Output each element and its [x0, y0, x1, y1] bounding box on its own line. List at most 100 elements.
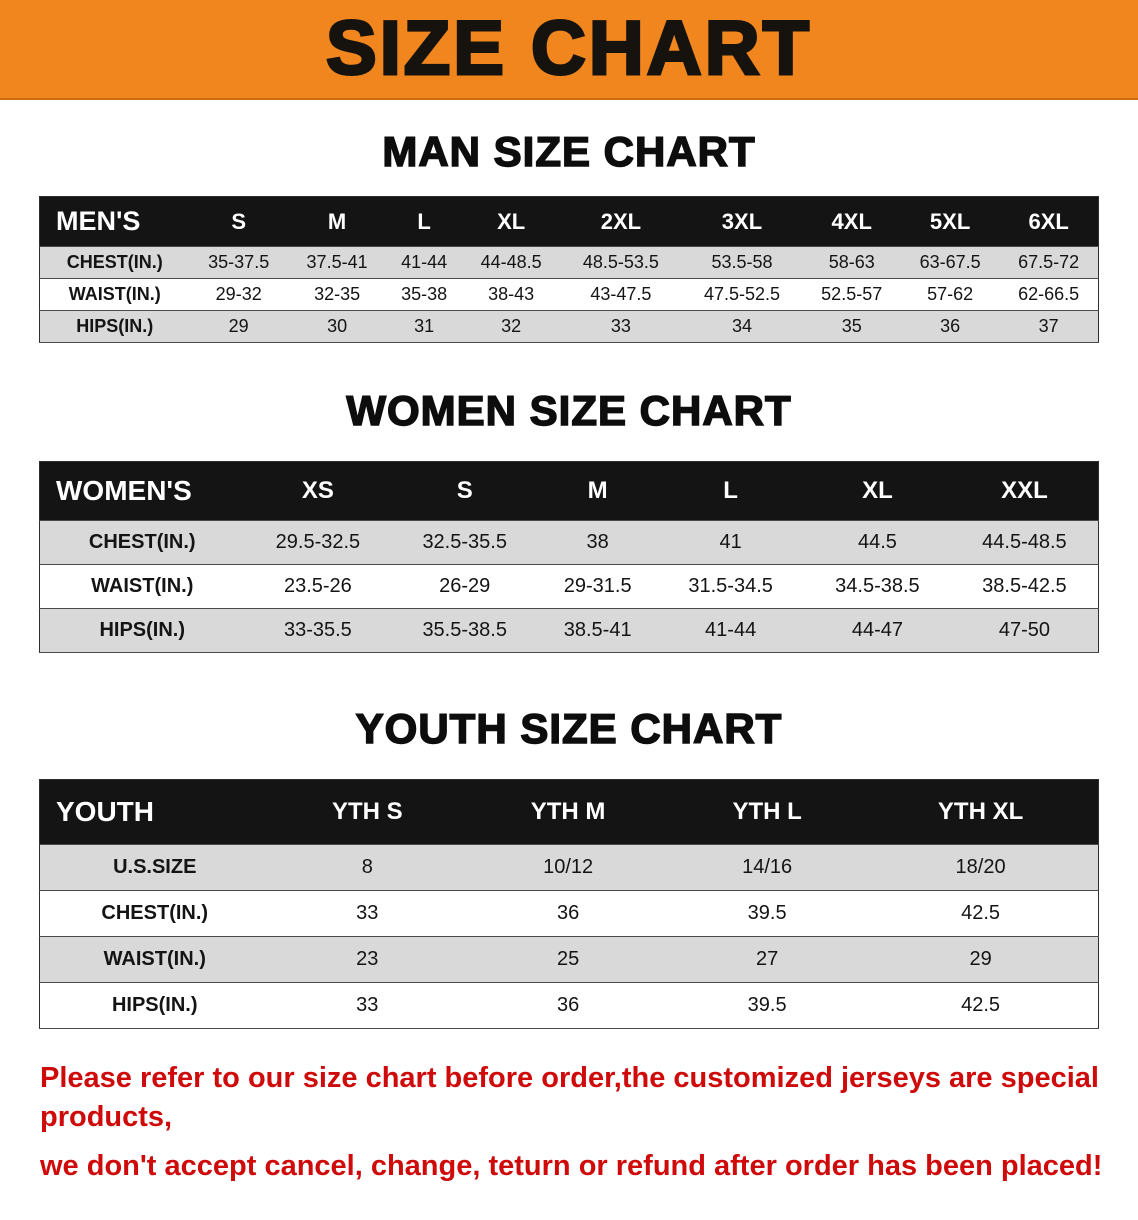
value-cell: 38.5-42.5	[982, 575, 1067, 597]
value-cell: 47.5-52.5	[703, 284, 780, 304]
column-header-cell: S	[456, 477, 473, 504]
value-cell: 52.5-57	[821, 284, 883, 304]
table-header-row: WOMEN'S XS S M L XL XXL	[39, 461, 1099, 521]
value-cell: 35-38	[401, 284, 448, 304]
value-cell: 41	[719, 531, 742, 553]
column-header-cell: 6XL	[1028, 208, 1069, 234]
column-header-cell: 2XL	[600, 208, 642, 234]
table-row: WAIST(IN.) 23 25 27 29	[39, 936, 1099, 983]
value-cell: 53.5-58	[711, 252, 773, 272]
value-cell: 31	[414, 316, 435, 336]
value-cell: 29	[228, 316, 249, 336]
column-header-cell: M	[587, 477, 608, 504]
row-label-cell: HIPS(IN.)	[111, 994, 198, 1016]
value-cell: 26-29	[439, 575, 491, 597]
value-cell: 36	[940, 316, 961, 336]
page-title: SIZE CHART	[325, 6, 812, 91]
column-header-cell: XL	[862, 477, 893, 504]
table-header-row: MEN'S S M L XL 2XL 3XL 4XL 5XL 6XL	[39, 196, 1099, 247]
value-cell: 30	[327, 316, 348, 336]
column-header-cell: XXL	[1001, 477, 1048, 504]
table-row: CHEST(IN.) 33 36 39.5 42.5	[39, 890, 1099, 937]
value-cell: 67.5-72	[1018, 252, 1080, 272]
value-cell: 33	[610, 316, 631, 336]
women-chart-heading: WOMEN SIZE CHART	[346, 386, 792, 435]
value-cell: 37	[1038, 316, 1059, 336]
value-cell: 34.5-38.5	[835, 575, 920, 597]
section-women: WOMEN SIZE CHART WOMEN'S XS S M L XL XXL CHEST(…	[0, 386, 1138, 653]
value-cell: 29-32	[215, 284, 262, 304]
value-cell: 38.5-41	[563, 619, 632, 641]
column-header-cell: S	[231, 208, 247, 234]
value-cell: 33-35.5	[283, 619, 352, 641]
value-cell: 27	[756, 948, 779, 970]
value-cell: 57-62	[927, 284, 974, 304]
value-cell: 39.5	[747, 994, 787, 1016]
value-cell: 41-44	[401, 252, 448, 272]
value-cell: 47-50	[998, 619, 1050, 641]
value-cell: 34	[731, 316, 752, 336]
value-cell: 29-31.5	[563, 575, 632, 597]
footer-notice: Please refer to our size chart before or…	[0, 1059, 1138, 1220]
value-cell: 44-48.5	[480, 252, 542, 272]
value-cell: 23	[356, 948, 379, 970]
value-cell: 43-47.5	[590, 284, 652, 304]
table-header-row: YOUTH YTH S YTH M YTH L YTH XL	[39, 779, 1099, 845]
row-label-cell: HIPS(IN.)	[76, 316, 154, 336]
value-cell: 62-66.5	[1018, 284, 1080, 304]
value-cell: 39.5	[747, 902, 787, 924]
value-cell: 8	[361, 856, 373, 878]
row-label-cell: CHEST(IN.)	[88, 531, 196, 553]
value-cell: 44-47	[851, 619, 903, 641]
value-cell: 29.5-32.5	[275, 531, 361, 553]
value-cell: 35-37.5	[208, 252, 270, 272]
value-cell: 63-67.5	[919, 252, 981, 272]
table-corner-cell: WOMEN'S	[56, 475, 192, 506]
value-cell: 44.5-48.5	[982, 531, 1067, 553]
youth-chart-heading: YOUTH SIZE CHART	[355, 704, 783, 753]
column-header-cell: 4XL	[831, 208, 872, 234]
value-cell: 18/20	[955, 856, 1006, 878]
row-label-cell: HIPS(IN.)	[99, 619, 186, 641]
women-size-table: WOMEN'S XS S M L XL XXL CHEST(IN.) 29.5-32.5 32.5…	[39, 461, 1099, 653]
value-cell: 38-43	[488, 284, 535, 304]
notice-line-2: we don't accept cancel, change, teturn o…	[40, 1150, 1103, 1183]
value-cell: 33	[356, 994, 379, 1016]
value-cell: 29	[969, 948, 992, 970]
men-size-table: MEN'S S M L XL 2XL 3XL 4XL 5XL 6XL CHEST(IN.) 35-37…	[39, 196, 1099, 343]
value-cell: 44.5	[857, 531, 897, 553]
youth-size-table: YOUTH YTH S YTH M YTH L YTH XL U.S.SIZE 8 10/12…	[39, 779, 1099, 1029]
banner: SIZE CHART	[0, 0, 1138, 100]
charts-container: MAN SIZE CHART MEN'S S M L XL 2XL 3XL 4XL 5XL 6XL…	[0, 127, 1138, 1029]
value-cell: 35	[841, 316, 862, 336]
value-cell: 36	[556, 994, 580, 1016]
value-cell: 32.5-35.5	[422, 531, 507, 553]
table-corner-cell: MEN'S	[56, 206, 141, 236]
value-cell: 42.5	[961, 902, 1001, 924]
value-cell: 10/12	[543, 856, 594, 878]
men-chart-heading: MAN SIZE CHART	[382, 127, 756, 176]
column-header-cell: YTH L	[732, 798, 802, 825]
value-cell: 37.5-41	[306, 252, 368, 272]
column-header-cell: YTH S	[331, 798, 403, 825]
column-header-cell: XL	[497, 208, 526, 234]
column-header-cell: 3XL	[721, 208, 763, 234]
column-header-cell: YTH XL	[937, 798, 1024, 825]
value-cell: 38	[586, 531, 609, 553]
value-cell: 32-35	[314, 284, 361, 304]
table-corner-cell: YOUTH	[56, 796, 154, 827]
column-header-cell: L	[417, 208, 431, 234]
table-row: CHEST(IN.) 29.5-32.5 32.5-35.5 38 41 44.5 44.5…	[39, 520, 1099, 565]
section-men: MAN SIZE CHART MEN'S S M L XL 2XL 3XL 4XL 5XL 6XL…	[0, 127, 1138, 343]
value-cell: 14/16	[742, 856, 793, 878]
value-cell: 25	[556, 948, 580, 970]
row-label-cell: U.S.SIZE	[113, 856, 197, 878]
table-row: WAIST(IN.) 23.5-26 26-29 29-31.5 31.5-34.5 34…	[39, 564, 1099, 609]
table-row: WAIST(IN.) 29-32 32-35 35-38 38-43 43-47.5 47.…	[39, 278, 1099, 311]
value-cell: 48.5-53.5	[582, 252, 659, 272]
value-cell: 33	[356, 902, 379, 924]
value-cell: 41-44	[705, 619, 757, 641]
column-header-cell: L	[723, 477, 738, 504]
value-cell: 32	[501, 316, 522, 336]
